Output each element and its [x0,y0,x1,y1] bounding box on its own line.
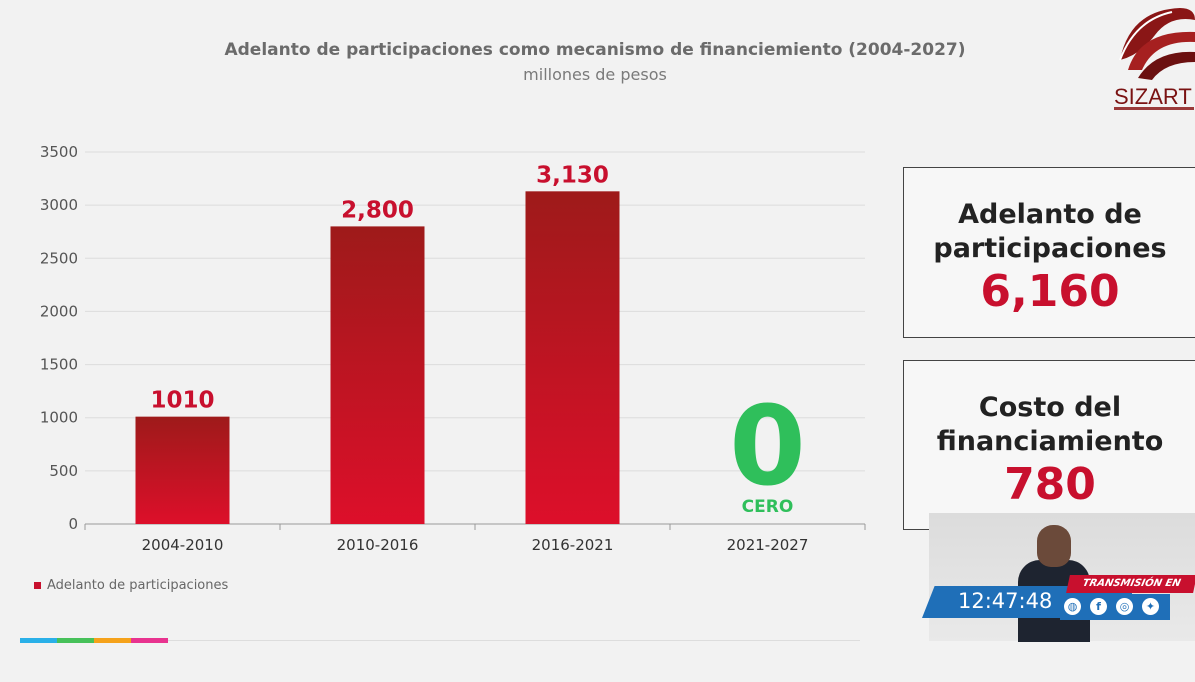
facebook-icon: f [1090,598,1107,615]
logo-underline [1114,107,1194,110]
logo-text: SIZART [1114,84,1192,109]
bottom-divider [20,640,860,641]
summary-box-label: Adelanto de participaciones [933,199,1167,264]
y-tick-label: 500 [49,462,78,480]
twitter-icon: ✦ [1142,598,1159,615]
summary-box-adelanto: Adelanto de participaciones 6,160 [903,167,1195,338]
bar [135,416,230,524]
x-tick-label: 2021-2027 [727,536,809,554]
color-strip [20,638,168,643]
strip-segment [20,638,57,643]
x-tick-label: 2004-2010 [142,536,224,554]
live-badge: TRANSMISIÓN EN VIVO [1066,575,1195,607]
chart-title: Adelanto de participaciones como mecanis… [224,40,966,60]
x-tick-label: 2016-2021 [532,536,614,554]
globe-icon: ◍ [1064,598,1081,615]
bar [330,226,425,524]
strip-segment [131,638,168,643]
summary-box-value: 6,160 [980,266,1120,317]
chart-legend: Adelanto de participaciones [34,578,228,593]
data-label: 1010 [150,388,214,414]
chart-subtitle: millones de pesos [523,65,667,84]
strip-segment [94,638,131,643]
legend-swatch [34,582,41,589]
x-tick-label: 2010-2016 [337,536,419,554]
sizart-logo-icon [1119,8,1195,80]
data-label: 3,130 [536,162,609,188]
data-label: 2,800 [341,197,414,223]
y-tick-label: 1500 [40,356,78,374]
y-tick-label: 0 [68,515,78,533]
instagram-icon: ◎ [1116,598,1133,615]
speaker-head [1037,525,1071,567]
summary-box-value: 780 [1004,459,1096,510]
y-tick-label: 2000 [40,302,78,320]
clock-time: 12:47:48 [958,589,1053,613]
zero-note: CERO [742,497,794,517]
y-tick-label: 1000 [40,409,78,427]
summary-box-costo: Costo del financiamiento 780 [903,360,1195,530]
legend-label: Adelanto de participaciones [47,578,229,593]
y-tick-label: 2500 [40,249,78,267]
bar [525,191,620,524]
y-tick-label: 3000 [40,196,78,214]
strip-segment [57,638,94,643]
bar-chart: 0 500 1000 1500 2000 2500 3000 3500 2004-2010 20… [40,143,866,554]
data-label: 0 [729,382,806,510]
summary-box-label: Costo del financiamiento [936,392,1164,457]
y-tick-label: 3500 [40,143,78,161]
